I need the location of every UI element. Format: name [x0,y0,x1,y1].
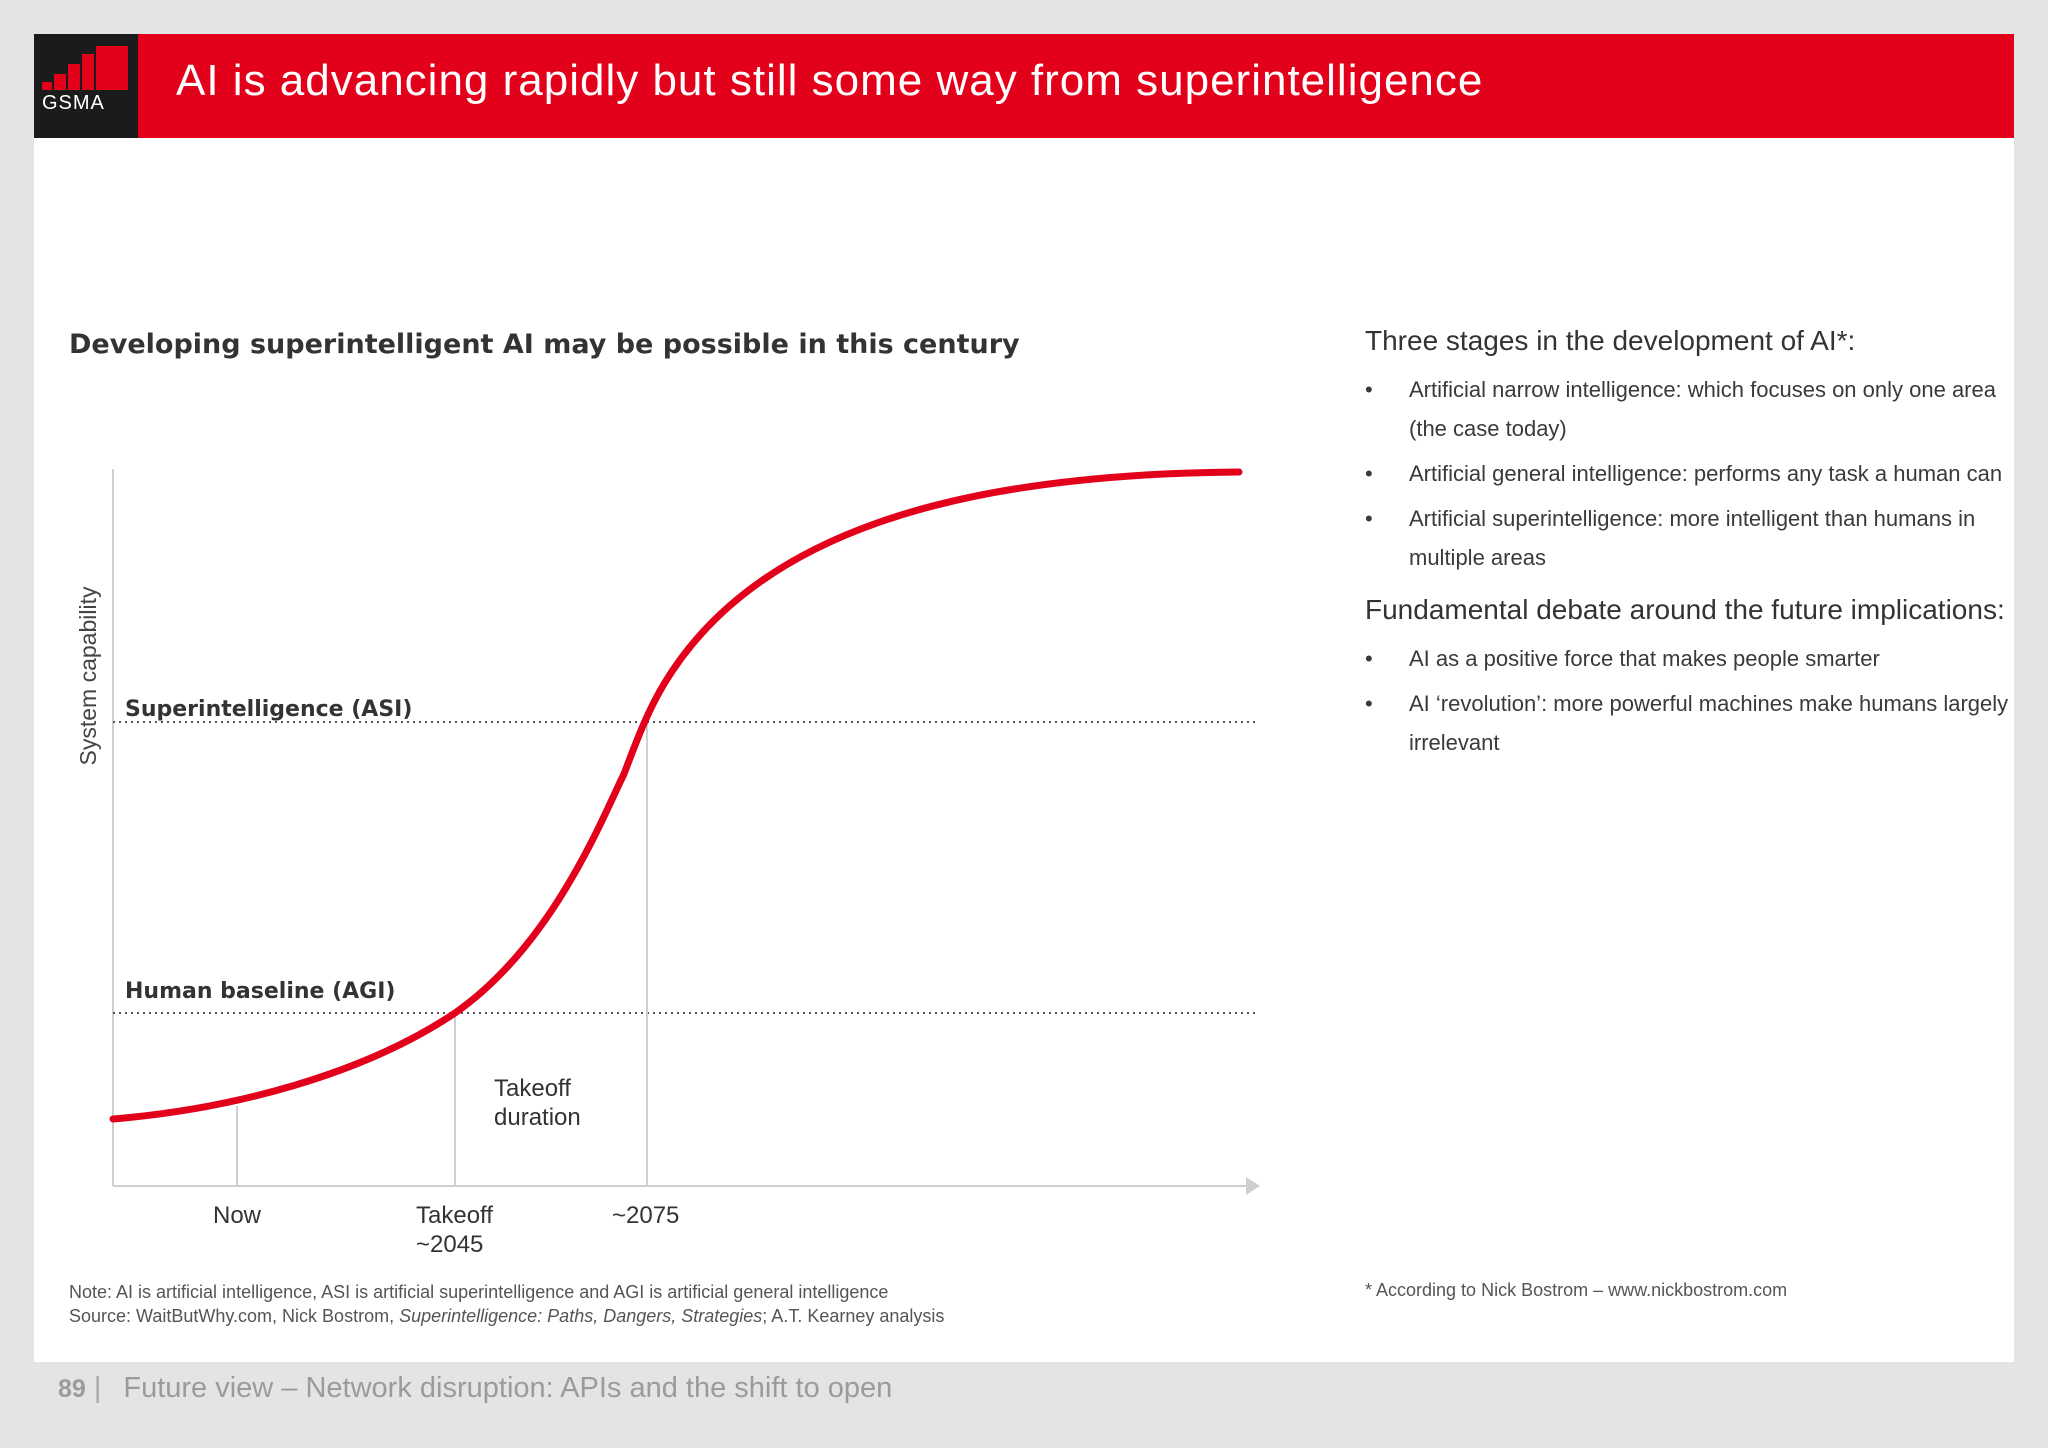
x-axis-arrow-icon [1246,1177,1260,1195]
header-bar: GSMA AI is advancing rapidly but still s… [34,34,2014,138]
footer-separator: | [93,1372,102,1404]
list-item: • Artificial superintelligence: more inte… [1365,499,2015,577]
footnote: * According to Nick Bostrom – www.nickbo… [1365,1280,1788,1300]
bullet-icon: • [1365,377,1373,402]
bullet-icon: • [1365,461,1373,486]
list-item: • Artificial general intelligence: perfor… [1365,454,2015,493]
list-item: • Artificial narrow intelligence: which f… [1365,370,2015,448]
bullet-icon: • [1365,691,1373,716]
stages-heading: Three stages in the development of AI*: [1365,325,1856,356]
source-note: Note: AI is artificial intelligence, ASI… [69,1280,944,1328]
y-axis-label: System capability [75,586,101,765]
asi-label: Superintelligence (ASI) [125,697,412,722]
tick-now: Now [213,1202,262,1229]
source-line: Source: WaitButWhy.com, Nick Bostrom, Su… [69,1306,945,1326]
tick-2075: ~2075 [612,1202,679,1229]
takeoff-duration-line1: Takeoff [494,1075,571,1102]
stages-list: • Artificial narrow intelligence: which f… [1365,370,2015,577]
bullet-icon: • [1365,646,1373,671]
takeoff-duration-line2: duration [494,1104,581,1131]
page-title: AI is advancing rapidly but still some w… [176,56,1484,105]
footer-text: Future view – Network disruption: APIs a… [123,1372,893,1404]
logo-text: GSMA [42,92,105,114]
tick-takeoff-line2: ~2045 [416,1231,483,1258]
chart-title: Developing superintelligent AI may be po… [69,329,1020,360]
agi-label: Human baseline (AGI) [125,979,395,1004]
gsma-logo: GSMA [34,34,138,138]
capability-curve [109,468,1243,1123]
side-panel: Three stages in the development of AI*: … [1365,322,2015,776]
list-item: • AI as a positive force that makes peopl… [1365,639,2015,678]
list-item: • AI ‘revolution’: more powerful machines… [1365,684,2015,762]
page-number: 89 [58,1375,86,1403]
bullet-icon: • [1365,506,1373,531]
note-line: Note: AI is artificial intelligence, ASI… [69,1282,889,1302]
debate-list: • AI as a positive force that makes peopl… [1365,639,2015,762]
tick-takeoff-line1: Takeoff [416,1202,493,1229]
s-curve-chart: System capability Superintelligence (ASI… [75,468,1260,1258]
debate-heading: Fundamental debate around the future imp… [1365,594,2005,625]
page-footer: 89 | Future view – Network disruption: API… [58,1372,892,1405]
slide: GSMA AI is advancing rapidly but still s… [34,34,2014,1362]
